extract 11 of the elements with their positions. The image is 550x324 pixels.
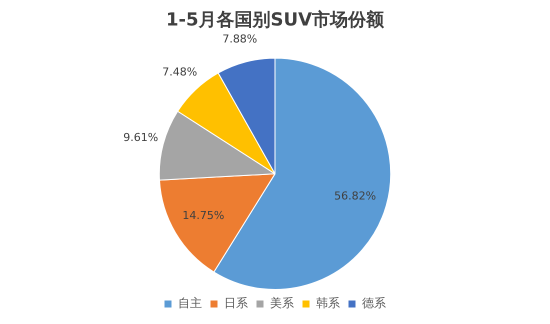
data-label: 9.61% <box>123 131 158 144</box>
legend-label: 美系 <box>270 296 294 310</box>
legend-label: 德系 <box>362 296 386 310</box>
legend-label: 自主 <box>178 296 202 310</box>
data-label: 7.48% <box>162 66 198 79</box>
legend-label: 日系 <box>224 296 248 310</box>
data-label: 56.82% <box>334 190 376 203</box>
chart-title: 1-5月各国别SUV市场份额 <box>166 9 386 30</box>
data-label: 14.75% <box>182 209 224 222</box>
data-label: 7.88% <box>222 32 258 46</box>
legend-label: 韩系 <box>316 296 340 310</box>
